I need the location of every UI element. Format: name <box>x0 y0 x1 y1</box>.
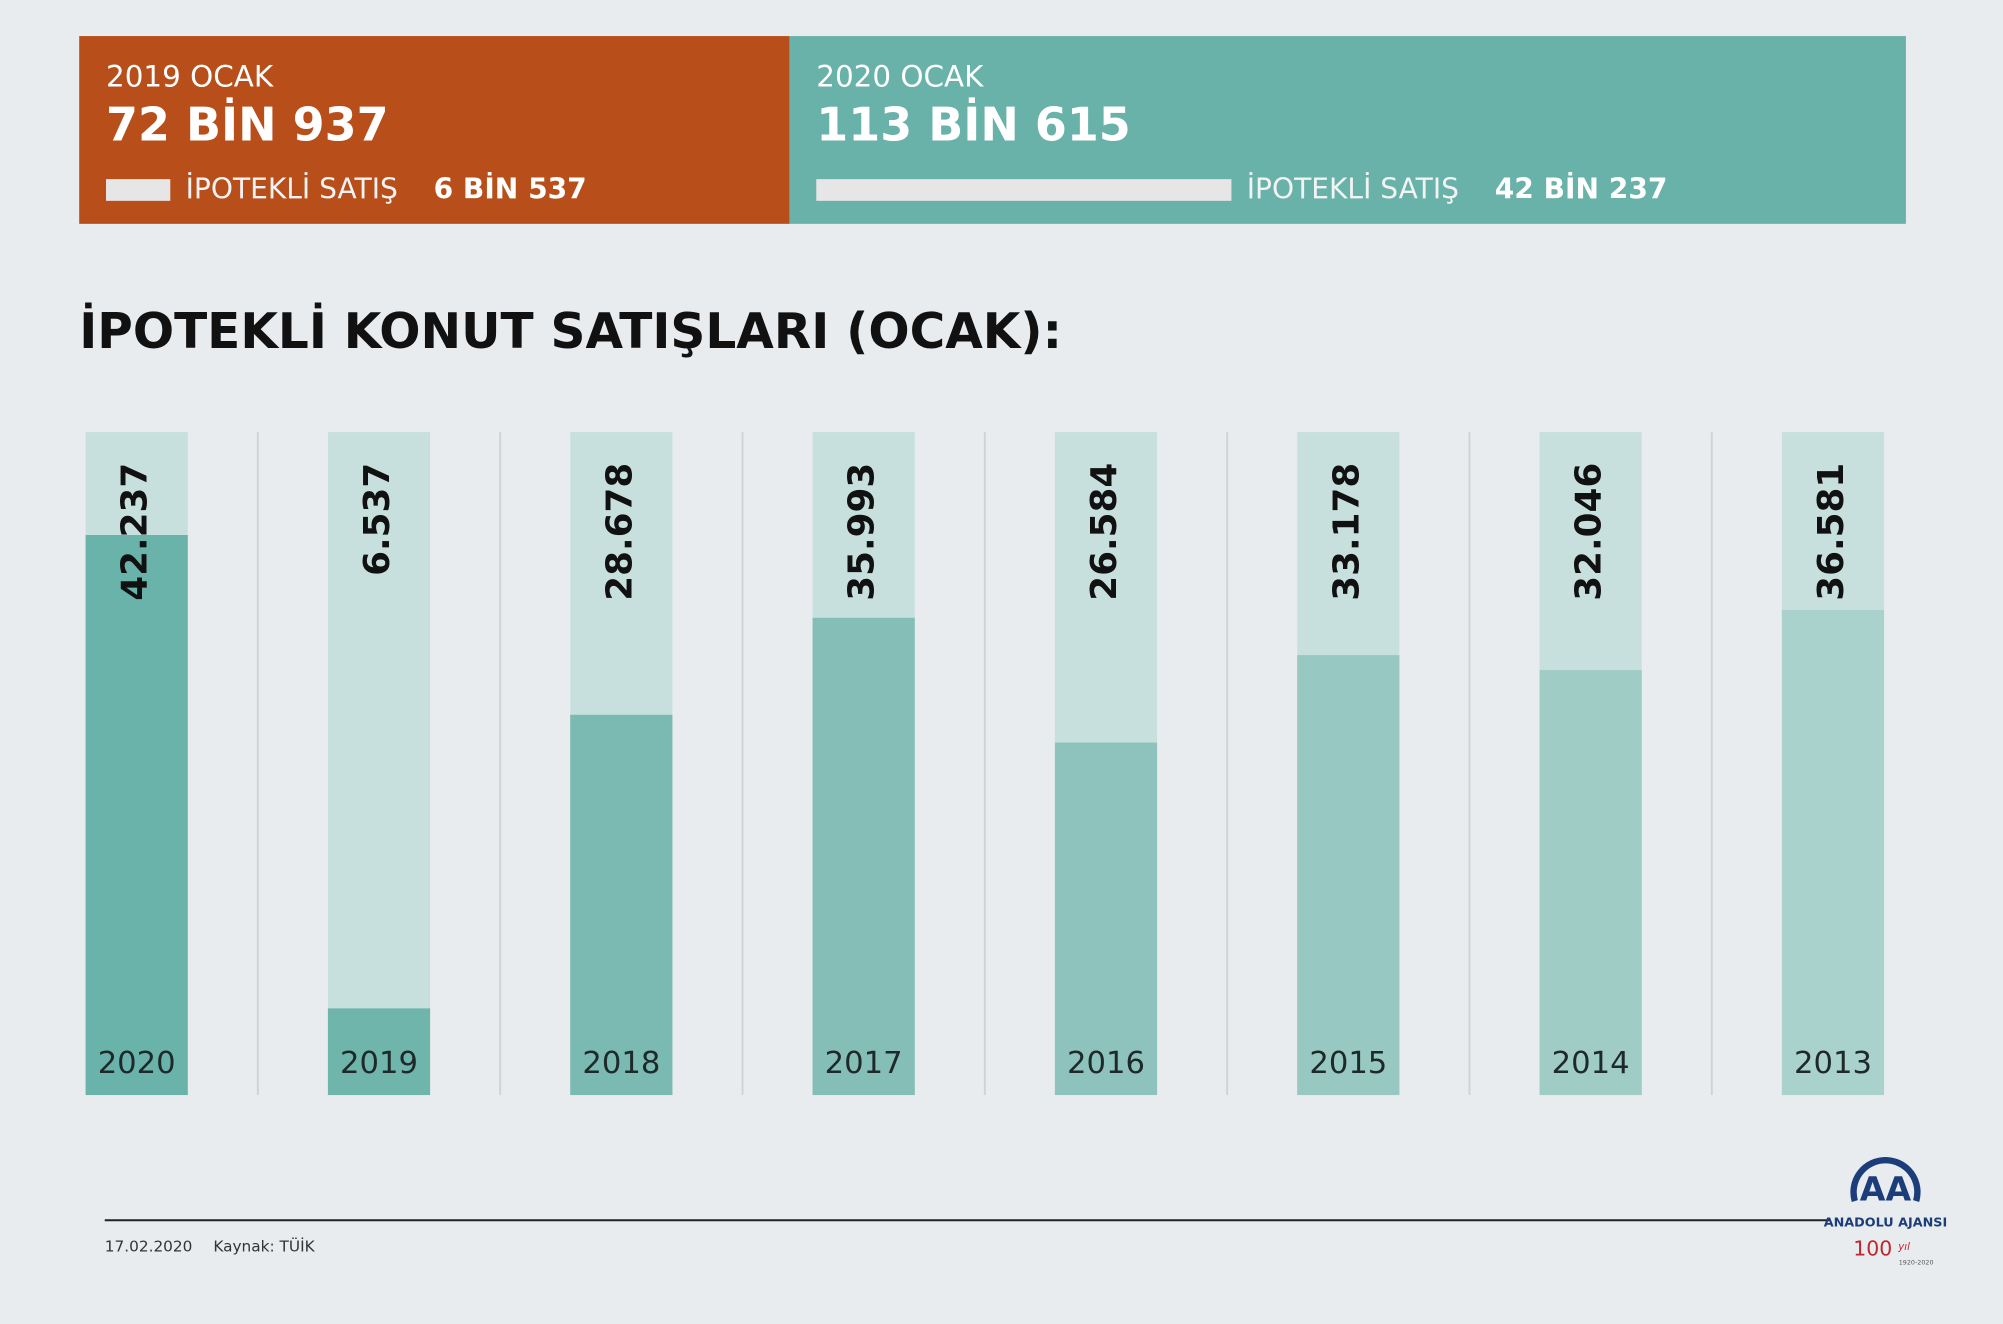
bar <box>1539 670 1642 1096</box>
category-label: 2017 <box>825 1046 903 1081</box>
logo: AA ANADOLU AJANSI 100 yıl 1920-2020 <box>1824 1157 1948 1266</box>
sub-value: 6 BİN 537 <box>434 172 587 206</box>
sub-title: İPOTEKLİ SATIŞ <box>1247 173 1459 206</box>
value-label: 6.537 <box>357 463 398 576</box>
bar <box>1781 609 1885 1096</box>
category-label: 2014 <box>1552 1046 1630 1081</box>
footer-source: Kaynak: TÜİK <box>213 1237 315 1256</box>
sub-bar <box>816 179 1232 201</box>
bar <box>1054 742 1158 1096</box>
panel-total: 113 BİN 615 <box>816 98 1131 152</box>
bar <box>570 714 673 1096</box>
logo-mark: AA <box>1860 1169 1912 1208</box>
chart-title: İPOTEKLİ KONUT SATIŞLARI (OCAK): <box>79 303 1062 360</box>
category-label: 2019 <box>340 1046 418 1081</box>
sub-bar <box>106 179 171 201</box>
value-label: 26.584 <box>1084 463 1125 601</box>
panel-total: 72 BİN 937 <box>106 98 389 152</box>
sub-title: İPOTEKLİ SATIŞ <box>186 173 398 206</box>
sub-value: 42 BİN 237 <box>1495 172 1668 206</box>
logo-anniversary: 100 <box>1853 1237 1892 1261</box>
bar <box>1297 655 1400 1096</box>
logo-years: 1920-2020 <box>1899 1258 1934 1266</box>
header-panel <box>79 36 790 224</box>
bar-track <box>327 432 431 1096</box>
bar <box>812 617 915 1096</box>
value-label: 32.046 <box>1569 463 1610 601</box>
category-label: 2016 <box>1067 1046 1145 1081</box>
value-label: 28.678 <box>599 463 640 601</box>
value-label: 33.178 <box>1326 463 1367 601</box>
category-label: 2020 <box>98 1046 176 1081</box>
footer-date: 17.02.2020 <box>105 1238 193 1256</box>
bar <box>85 534 188 1096</box>
category-label: 2018 <box>582 1046 660 1081</box>
panel-period: 2019 OCAK <box>106 60 274 94</box>
value-label: 35.993 <box>842 463 883 601</box>
bar <box>327 1008 431 1096</box>
logo-unit: yıl <box>1897 1242 1910 1253</box>
value-label: 42.237 <box>115 463 156 601</box>
category-label: 2013 <box>1794 1046 1872 1081</box>
logo-name: ANADOLU AJANSI <box>1824 1215 1948 1230</box>
panel-period: 2020 OCAK <box>816 60 984 94</box>
logo-arc <box>1850 1157 1921 1202</box>
category-label: 2015 <box>1309 1046 1387 1081</box>
value-label: 36.581 <box>1811 463 1852 601</box>
